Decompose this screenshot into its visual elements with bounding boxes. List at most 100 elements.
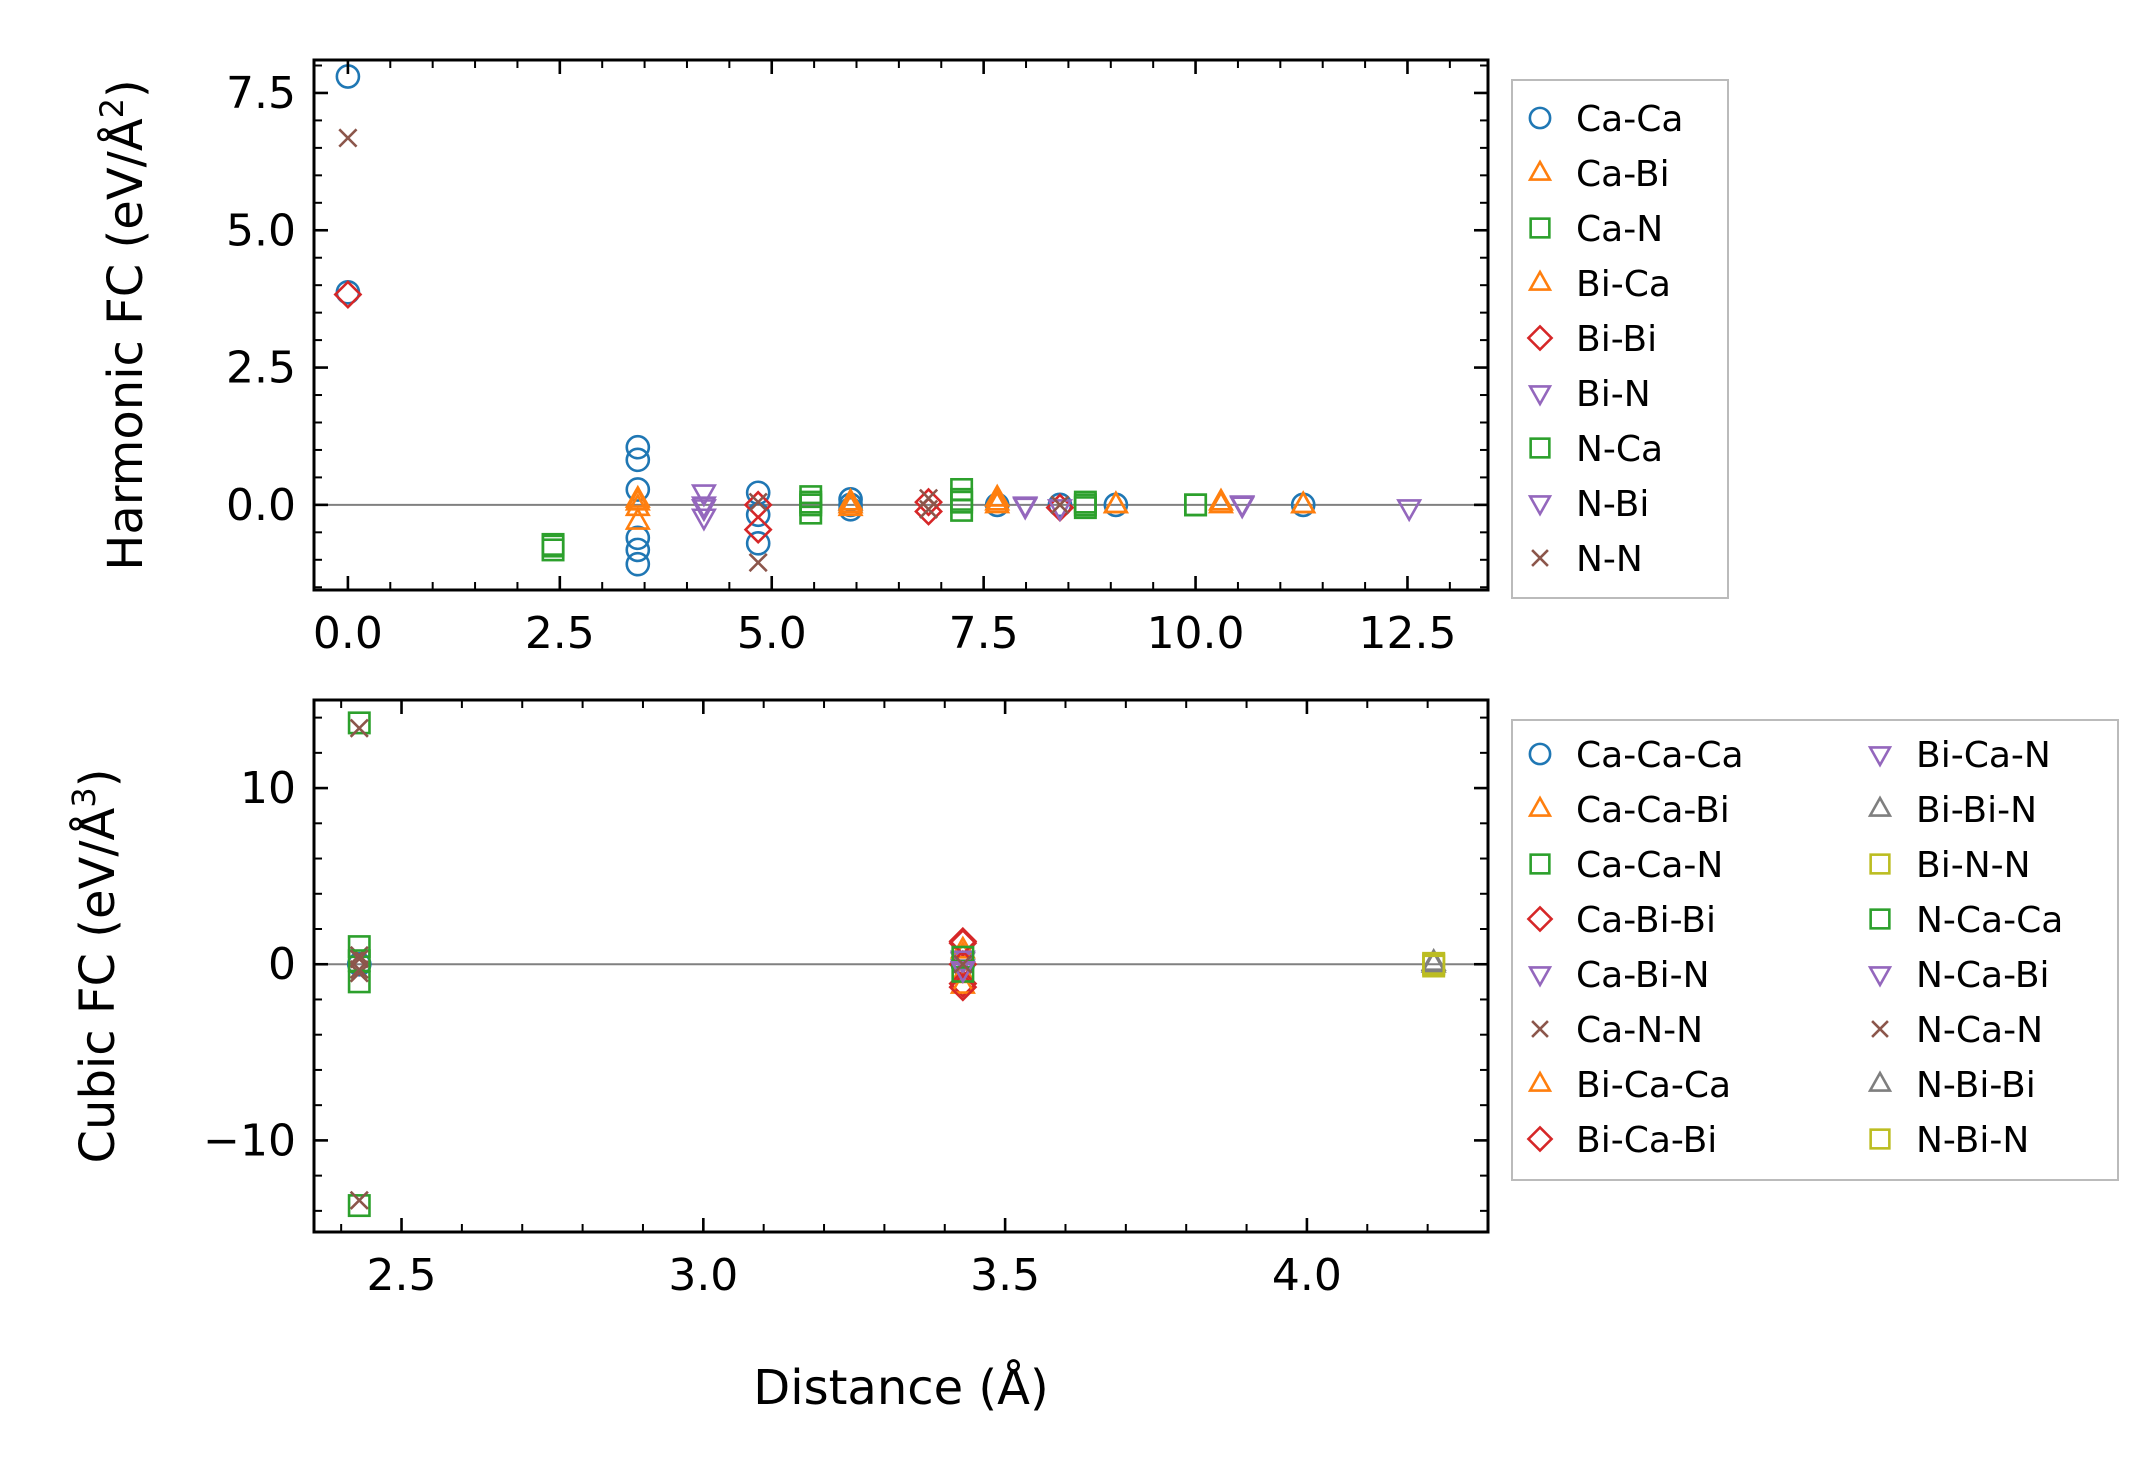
cubic-legend: Ca-Ca-Ca Ca-Ca-Bi Ca-Ca-N Ca-Bi-Bi Ca-Bi-N Ca… (1511, 719, 2119, 1181)
cubic-y-tick-label: 0 (268, 939, 296, 990)
cubic-legend-marker-n-ca-n (1871, 1020, 1889, 1038)
cubic-legend-label-n-bi-n: N-Bi-N (1916, 1120, 2029, 1161)
cubic-legend-label-n-ca-bi: N-Ca-Bi (1916, 955, 2050, 996)
harmonic-legend-marker-n-ca (1529, 437, 1551, 459)
harmonic-y-tick-label: 7.5 (226, 68, 296, 119)
harmonic-point-bi-ca (984, 487, 1011, 511)
cubic-legend-marker-bi-ca-ca (1527, 1070, 1553, 1092)
harmonic-point-n-bi (1012, 497, 1039, 521)
harmonic-legend: Ca-Ca Ca-Bi Ca-N Bi-Ca Bi-Bi Bi-N N-Ca N-Bi N-N (1511, 79, 1729, 599)
cubic-point-ca-ca-n (347, 1194, 371, 1218)
cubic-legend-label-ca-ca-n: Ca-Ca-N (1576, 845, 1723, 886)
harmonic-y-axis-title: Harmonic FC (eV/Å2) (93, 79, 154, 571)
harmonic-legend-label-ca-bi: Ca-Bi (1576, 154, 1670, 195)
harmonic-point-n-n (748, 552, 768, 573)
harmonic-legend-label-bi-ca: Bi-Ca (1576, 264, 1671, 305)
harmonic-x-tick-label: 7.5 (949, 608, 1019, 659)
cubic-point-ca-n-n (349, 718, 369, 738)
harmonic-point-ca-n (541, 532, 565, 556)
harmonic-legend-frame (1511, 79, 1729, 599)
cubic-point-bi-ca-bi (948, 972, 978, 1002)
harmonic-point-bi-n (1012, 496, 1039, 520)
cubic-x-tick-label: 3.0 (668, 1250, 738, 1301)
cubic-legend-marker-n-bi-bi (1867, 1070, 1893, 1092)
cubic-legend-marker-n-ca-ca (1869, 908, 1891, 930)
cubic-legend-label-ca-ca-ca: Ca-Ca-Ca (1576, 735, 1744, 776)
harmonic-point-ca-bi (1207, 487, 1235, 511)
harmonic-point-bi-bi (743, 515, 773, 545)
cubic-legend-label-n-bi-bi: N-Bi-Bi (1916, 1065, 2036, 1106)
cubic-legend-label-ca-bi-n: Ca-Bi-N (1576, 955, 1710, 996)
cubic-legend-marker-ca-bi-bi (1526, 905, 1554, 933)
harmonic-point-ca-bi (837, 487, 864, 511)
harmonic-point-bi-n (690, 508, 717, 532)
harmonic-point-n-ca (541, 534, 565, 558)
cubic-legend-marker-ca-n-n (1531, 1020, 1549, 1038)
harmonic-point-n-n (1050, 495, 1070, 515)
cubic-legend-marker-n-ca-bi (1867, 966, 1893, 988)
harmonic-x-tick-label: 5.0 (737, 608, 807, 659)
harmonic-x-tick-label: 10.0 (1147, 608, 1245, 659)
cubic-point-n-ca-n (349, 959, 369, 980)
cubic-point-ca-bi-bi (948, 969, 978, 999)
harmonic-point-n-n (748, 492, 768, 512)
harmonic-point-n-n (338, 128, 358, 148)
harmonic-legend-label-n-ca: N-Ca (1576, 429, 1663, 470)
cubic-panel: 2.5 3.0 3.5 4.0 −10 0 10 Cubic FC (eV/Å3) Dist… (65, 698, 2119, 1416)
cubic-legend-marker-bi-ca-n (1867, 746, 1893, 768)
harmonic-legend-marker-bi-bi (1526, 324, 1554, 352)
harmonic-point-n-ca (799, 490, 823, 514)
cubic-legend-marker-bi-n-n (1869, 853, 1891, 875)
cubic-x-tick-label: 4.0 (1272, 1250, 1342, 1301)
cubic-legend-label-n-ca-n: N-Ca-N (1916, 1010, 2043, 1051)
harmonic-legend-label-bi-n: Bi-N (1576, 374, 1651, 415)
harmonic-plot-frame (312, 58, 1490, 592)
harmonic-point-ca-ca (745, 530, 771, 556)
cubic-legend-label-bi-ca-n: Bi-Ca-N (1916, 735, 2051, 776)
cubic-plot-frame (312, 698, 1490, 1234)
cubic-x-axis-title: Distance (Å) (753, 1359, 1048, 1416)
harmonic-point-ca-bi (624, 506, 651, 530)
cubic-legend-label-ca-n-n: Ca-N-N (1576, 1010, 1703, 1051)
cubic-legend-marker-ca-ca-n (1529, 853, 1551, 875)
harmonic-legend-label-n-n: N-N (1576, 539, 1643, 580)
cubic-legend-label-ca-bi-bi: Ca-Bi-Bi (1576, 900, 1716, 941)
harmonic-legend-marker-n-n (1531, 549, 1549, 567)
harmonic-legend-marker-bi-ca (1527, 269, 1553, 291)
cubic-point-ca-n-n (349, 963, 369, 983)
harmonic-legend-marker-n-bi (1527, 495, 1553, 517)
harmonic-point-ca-ca (625, 551, 651, 577)
cubic-legend-label-bi-n-n: Bi-N-N (1916, 845, 2031, 886)
harmonic-legend-label-ca-n: Ca-N (1576, 209, 1663, 250)
harmonic-point-bi-ca (624, 487, 651, 511)
cubic-x-tick-label: 3.5 (970, 1250, 1040, 1301)
cubic-x-tick-label: 2.5 (367, 1250, 437, 1301)
harmonic-panel: 0.0 2.5 5.0 7.5 10.0 12.5 0.0 2.5 5.0 7.5 Harmoni… (93, 58, 1729, 659)
cubic-legend-marker-bi-ca-bi (1526, 1125, 1554, 1153)
harmonic-point-bi-ca (1290, 490, 1317, 514)
harmonic-legend-label-bi-bi: Bi-Bi (1576, 319, 1657, 360)
harmonic-point-ca-bi (624, 492, 651, 517)
harmonic-point-bi-bi (914, 497, 943, 526)
cubic-legend-marker-n-bi-n (1869, 1128, 1891, 1150)
harmonic-point-ca-ca (625, 477, 651, 502)
harmonic-point-ca-bi (984, 490, 1011, 514)
harmonic-legend-marker-bi-n (1527, 385, 1553, 407)
harmonic-legend-marker-ca-bi (1527, 159, 1553, 181)
harmonic-marks (314, 64, 1488, 577)
harmonic-y-tick-label: 5.0 (226, 205, 296, 256)
harmonic-x-tick-label: 12.5 (1358, 608, 1456, 659)
harmonic-point-ca-bi (984, 483, 1011, 507)
harmonic-legend-marker-ca-n (1529, 217, 1551, 239)
cubic-legend-marker-ca-ca-bi (1527, 795, 1553, 817)
harmonic-point-n-n (918, 499, 939, 519)
cubic-legend-entries: Ca-Ca-Ca Ca-Ca-Bi Ca-Ca-N Ca-Bi-Bi Ca-Bi-N Ca… (1526, 735, 2063, 1161)
cubic-point-bi-ca-ca (949, 970, 976, 994)
harmonic-point-ca-ca (745, 502, 771, 528)
cubic-legend-label-bi-ca-bi: Bi-Ca-Bi (1576, 1120, 1717, 1161)
harmonic-point-n-ca (1184, 493, 1208, 517)
harmonic-point-n-ca (950, 487, 974, 511)
cubic-point-ca-ca-n (347, 711, 371, 735)
cubic-point-n-ca-n (953, 954, 973, 974)
cubic-legend-label-bi-bi-n: Bi-Bi-N (1916, 790, 2037, 831)
